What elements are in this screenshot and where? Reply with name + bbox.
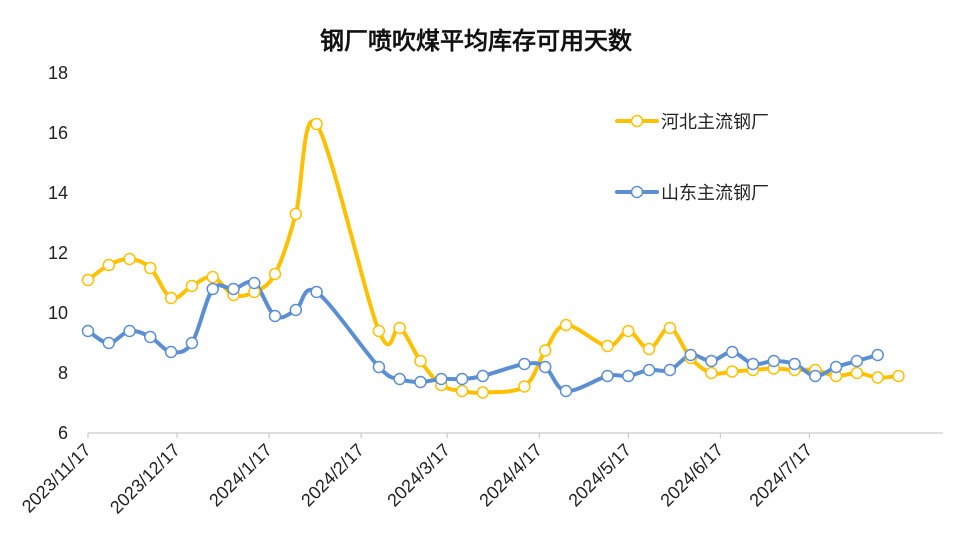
series-line-1 bbox=[86, 119, 901, 395]
data-point-series-2 bbox=[538, 360, 552, 374]
axes: 6 8 10 12 14 16 18 2023/11/17 2023/12/17 2024/1/1… bbox=[18, 63, 943, 518]
legend-label: 山东主流钢厂 bbox=[661, 183, 769, 204]
data-point-series-2 bbox=[663, 363, 677, 377]
x-tick-label: 2024/6/17 bbox=[656, 440, 727, 511]
x-tick-label: 2023/11/17 bbox=[18, 440, 95, 517]
data-point-series-1 bbox=[102, 258, 116, 272]
data-point-series-1 bbox=[725, 365, 739, 378]
x-tick-label: 2024/2/17 bbox=[297, 440, 368, 511]
data-point-series-2 bbox=[829, 360, 843, 374]
data-point-series-2 bbox=[289, 303, 303, 317]
x-tick-label: 2024/1/17 bbox=[205, 440, 276, 511]
data-point-series-1 bbox=[622, 324, 635, 338]
data-point-series-2 bbox=[227, 282, 240, 296]
data-point-series-1 bbox=[476, 386, 490, 399]
data-point-series-1 bbox=[455, 384, 469, 398]
data-point-series-2 bbox=[767, 354, 781, 368]
data-point-series-1 bbox=[81, 273, 95, 287]
data-point-series-2 bbox=[684, 348, 697, 362]
data-point-series-2 bbox=[788, 357, 801, 371]
data-point-series-1 bbox=[164, 291, 178, 305]
data-point-series-2 bbox=[601, 369, 614, 383]
data-point-series-2 bbox=[871, 348, 884, 362]
chart-title: 钢厂喷吹煤平均库存可用天数 bbox=[320, 27, 633, 55]
series-lines bbox=[86, 119, 901, 395]
data-point-series-1 bbox=[663, 321, 677, 335]
data-point-series-2 bbox=[850, 354, 864, 368]
data-point-series-1 bbox=[871, 371, 884, 384]
data-point-series-2 bbox=[248, 276, 261, 290]
data-point-series-1 bbox=[206, 270, 219, 284]
data-point-series-2 bbox=[705, 354, 718, 368]
y-tick-label: 6 bbox=[58, 423, 68, 443]
data-point-series-1 bbox=[123, 252, 136, 266]
data-point-series-1 bbox=[268, 267, 282, 281]
data-point-series-1 bbox=[538, 344, 552, 357]
data-point-series-2 bbox=[725, 345, 739, 359]
data-point-series-2 bbox=[268, 309, 282, 323]
x-tick-label: 2023/12/17 bbox=[106, 440, 184, 518]
data-point-series-2 bbox=[642, 363, 656, 377]
data-point-series-1 bbox=[185, 279, 199, 293]
data-point-series-1 bbox=[310, 117, 323, 131]
x-tick-label: 2024/4/17 bbox=[475, 440, 546, 511]
series-markers bbox=[81, 117, 905, 399]
data-point-series-2 bbox=[518, 357, 531, 371]
y-tick-label: 12 bbox=[48, 243, 68, 263]
y-tick-label: 14 bbox=[48, 183, 68, 203]
data-point-series-2 bbox=[185, 336, 199, 350]
data-point-series-2 bbox=[746, 357, 760, 371]
data-point-series-1 bbox=[289, 207, 303, 221]
data-point-series-2 bbox=[102, 336, 116, 350]
x-tick-label: 2024/7/17 bbox=[745, 440, 816, 511]
data-point-series-2 bbox=[123, 324, 136, 338]
data-point-series-1 bbox=[414, 354, 427, 368]
legend-swatch-marker bbox=[630, 114, 644, 128]
data-point-series-1 bbox=[705, 366, 718, 380]
data-point-series-2 bbox=[310, 285, 323, 299]
data-point-series-1 bbox=[372, 324, 386, 338]
data-point-series-2 bbox=[393, 372, 406, 386]
data-point-series-2 bbox=[559, 384, 573, 398]
data-point-series-2 bbox=[455, 372, 469, 386]
data-point-series-1 bbox=[393, 321, 406, 335]
data-point-series-1 bbox=[559, 318, 573, 332]
data-point-series-2 bbox=[144, 330, 157, 344]
data-point-series-2 bbox=[81, 324, 95, 338]
data-point-series-1 bbox=[642, 342, 656, 356]
y-tick-label: 8 bbox=[58, 363, 68, 383]
x-tick-label: 2024/5/17 bbox=[564, 440, 635, 511]
y-tick-label: 18 bbox=[48, 63, 68, 83]
data-point-series-2 bbox=[206, 282, 219, 296]
data-point-series-1 bbox=[892, 369, 905, 383]
data-point-series-1 bbox=[850, 366, 864, 380]
data-point-series-1 bbox=[601, 339, 614, 353]
data-point-series-2 bbox=[809, 369, 822, 383]
data-point-series-2 bbox=[622, 369, 635, 383]
data-point-series-2 bbox=[435, 372, 448, 386]
data-point-series-1 bbox=[518, 380, 531, 393]
y-tick-label: 10 bbox=[48, 303, 68, 323]
data-point-series-2 bbox=[414, 375, 427, 389]
data-point-series-2 bbox=[372, 360, 386, 374]
legend-swatch-marker bbox=[630, 185, 644, 199]
data-point-series-2 bbox=[476, 369, 490, 383]
legend-label: 河北主流钢厂 bbox=[661, 112, 769, 133]
data-point-series-1 bbox=[144, 261, 157, 275]
y-tick-label: 16 bbox=[48, 123, 68, 143]
data-point-series-2 bbox=[164, 345, 178, 359]
x-tick-label: 2024/3/17 bbox=[383, 440, 454, 511]
